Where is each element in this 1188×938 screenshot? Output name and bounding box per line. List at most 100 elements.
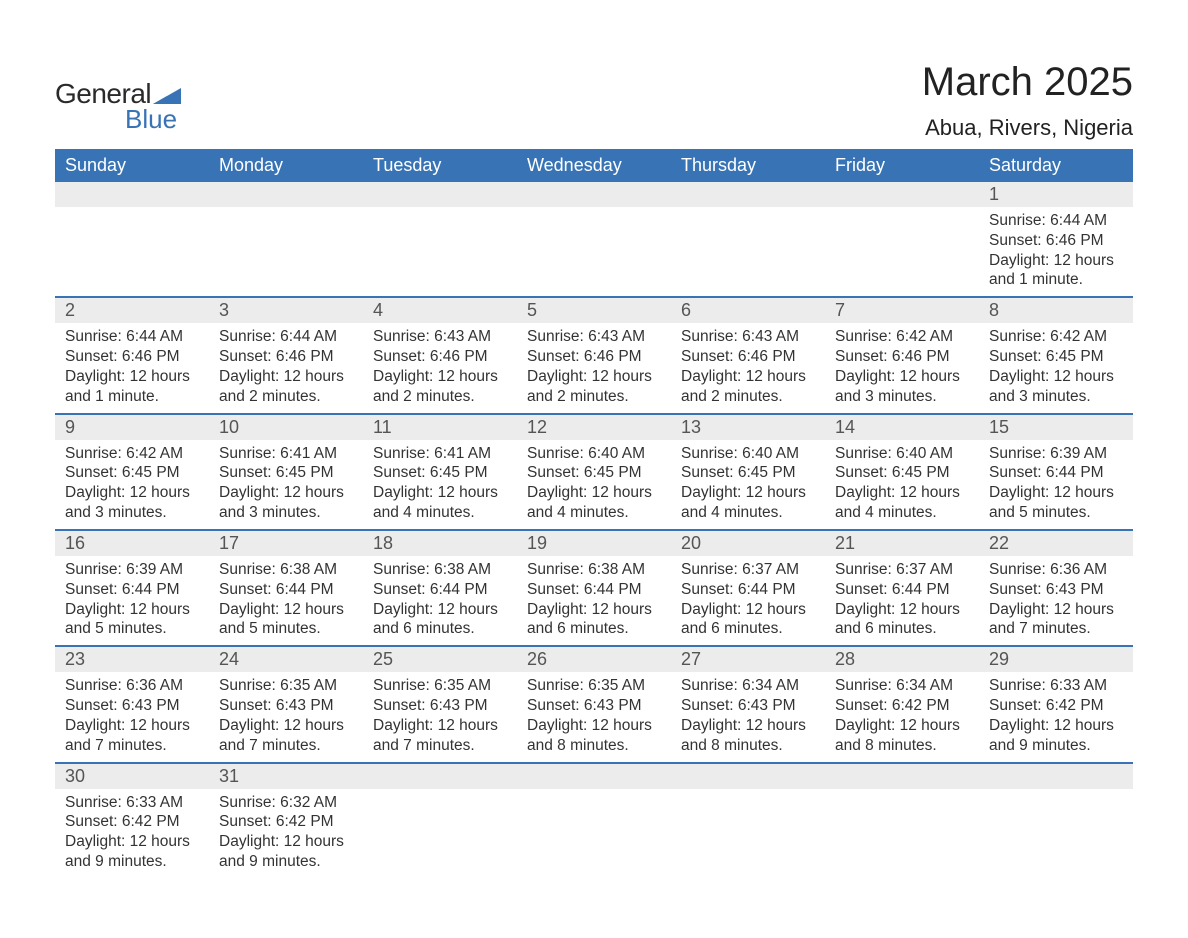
- day-number: 9: [55, 414, 209, 440]
- sunset-text: Sunset: 6:45 PM: [373, 463, 507, 483]
- day-body-row: Sunrise: 6:39 AMSunset: 6:44 PMDaylight:…: [55, 556, 1133, 646]
- daylight-text: Daylight: 12 hours and 6 minutes.: [681, 600, 815, 640]
- day-cell: Sunrise: 6:43 AMSunset: 6:46 PMDaylight:…: [517, 323, 671, 413]
- day-cell: Sunrise: 6:40 AMSunset: 6:45 PMDaylight:…: [517, 440, 671, 530]
- logo: General Blue: [55, 60, 181, 135]
- day-cell: Sunrise: 6:40 AMSunset: 6:45 PMDaylight:…: [825, 440, 979, 530]
- daylight-text: Daylight: 12 hours and 7 minutes.: [989, 600, 1123, 640]
- day-number: 22: [979, 530, 1133, 556]
- day-number: 4: [363, 297, 517, 323]
- sunset-text: Sunset: 6:42 PM: [219, 812, 353, 832]
- sunrise-text: Sunrise: 6:42 AM: [835, 327, 969, 347]
- day-number: 23: [55, 646, 209, 672]
- daylight-text: Daylight: 12 hours and 5 minutes.: [65, 600, 199, 640]
- day-number: 29: [979, 646, 1133, 672]
- sunrise-text: Sunrise: 6:42 AM: [65, 444, 199, 464]
- sunset-text: Sunset: 6:45 PM: [219, 463, 353, 483]
- daylight-text: Daylight: 12 hours and 2 minutes.: [527, 367, 661, 407]
- day-body-row: Sunrise: 6:36 AMSunset: 6:43 PMDaylight:…: [55, 672, 1133, 762]
- sunset-text: Sunset: 6:42 PM: [65, 812, 199, 832]
- day-number: [517, 182, 671, 207]
- day-cell: Sunrise: 6:38 AMSunset: 6:44 PMDaylight:…: [209, 556, 363, 646]
- sunset-text: Sunset: 6:46 PM: [835, 347, 969, 367]
- sunrise-text: Sunrise: 6:44 AM: [219, 327, 353, 347]
- sunrise-text: Sunrise: 6:44 AM: [65, 327, 199, 347]
- daylight-text: Daylight: 12 hours and 8 minutes.: [681, 716, 815, 756]
- weekday-header: Friday: [825, 149, 979, 182]
- daylight-text: Daylight: 12 hours and 5 minutes.: [219, 600, 353, 640]
- day-body-row: Sunrise: 6:33 AMSunset: 6:42 PMDaylight:…: [55, 789, 1133, 878]
- sunrise-text: Sunrise: 6:41 AM: [373, 444, 507, 464]
- sunrise-text: Sunrise: 6:43 AM: [373, 327, 507, 347]
- calendar-table: Sunday Monday Tuesday Wednesday Thursday…: [55, 149, 1133, 878]
- sunset-text: Sunset: 6:46 PM: [65, 347, 199, 367]
- daylight-text: Daylight: 12 hours and 8 minutes.: [527, 716, 661, 756]
- weekday-header: Thursday: [671, 149, 825, 182]
- sunrise-text: Sunrise: 6:33 AM: [989, 676, 1123, 696]
- weekday-header: Monday: [209, 149, 363, 182]
- day-cell: [517, 789, 671, 878]
- sunrise-text: Sunrise: 6:36 AM: [65, 676, 199, 696]
- day-number: [825, 182, 979, 207]
- day-cell: Sunrise: 6:35 AMSunset: 6:43 PMDaylight:…: [363, 672, 517, 762]
- day-number: 8: [979, 297, 1133, 323]
- daylight-text: Daylight: 12 hours and 7 minutes.: [219, 716, 353, 756]
- sunset-text: Sunset: 6:43 PM: [65, 696, 199, 716]
- day-cell: Sunrise: 6:36 AMSunset: 6:43 PMDaylight:…: [979, 556, 1133, 646]
- sunrise-text: Sunrise: 6:34 AM: [835, 676, 969, 696]
- weekday-header: Wednesday: [517, 149, 671, 182]
- daylight-text: Daylight: 12 hours and 4 minutes.: [373, 483, 507, 523]
- sunrise-text: Sunrise: 6:34 AM: [681, 676, 815, 696]
- daylight-text: Daylight: 12 hours and 9 minutes.: [989, 716, 1123, 756]
- sunset-text: Sunset: 6:43 PM: [527, 696, 661, 716]
- calendar-body: 1Sunrise: 6:44 AMSunset: 6:46 PMDaylight…: [55, 182, 1133, 878]
- day-cell: Sunrise: 6:42 AMSunset: 6:45 PMDaylight:…: [55, 440, 209, 530]
- sunset-text: Sunset: 6:44 PM: [835, 580, 969, 600]
- day-number: [209, 182, 363, 207]
- day-number: 25: [363, 646, 517, 672]
- location-text: Abua, Rivers, Nigeria: [922, 115, 1133, 141]
- sunset-text: Sunset: 6:46 PM: [681, 347, 815, 367]
- sunset-text: Sunset: 6:46 PM: [373, 347, 507, 367]
- day-number: [363, 182, 517, 207]
- sunrise-text: Sunrise: 6:38 AM: [219, 560, 353, 580]
- logo-text-blue: Blue: [125, 104, 177, 135]
- day-cell: Sunrise: 6:41 AMSunset: 6:45 PMDaylight:…: [363, 440, 517, 530]
- day-cell: Sunrise: 6:44 AMSunset: 6:46 PMDaylight:…: [979, 207, 1133, 297]
- day-cell: [825, 789, 979, 878]
- sunset-text: Sunset: 6:42 PM: [989, 696, 1123, 716]
- sunrise-text: Sunrise: 6:37 AM: [681, 560, 815, 580]
- sunrise-text: Sunrise: 6:41 AM: [219, 444, 353, 464]
- daylight-text: Daylight: 12 hours and 4 minutes.: [681, 483, 815, 523]
- day-number: 21: [825, 530, 979, 556]
- daylight-text: Daylight: 12 hours and 6 minutes.: [835, 600, 969, 640]
- sunset-text: Sunset: 6:42 PM: [835, 696, 969, 716]
- weekday-header-row: Sunday Monday Tuesday Wednesday Thursday…: [55, 149, 1133, 182]
- day-number-row: 23242526272829: [55, 646, 1133, 672]
- sunset-text: Sunset: 6:46 PM: [989, 231, 1123, 251]
- header: General Blue March 2025 Abua, Rivers, Ni…: [55, 60, 1133, 141]
- logo-triangle-icon: [153, 86, 181, 104]
- day-cell: [363, 207, 517, 297]
- day-number-row: 3031: [55, 763, 1133, 789]
- day-cell: [517, 207, 671, 297]
- sunset-text: Sunset: 6:45 PM: [835, 463, 969, 483]
- day-number: 5: [517, 297, 671, 323]
- daylight-text: Daylight: 12 hours and 3 minutes.: [65, 483, 199, 523]
- sunrise-text: Sunrise: 6:35 AM: [373, 676, 507, 696]
- sunset-text: Sunset: 6:44 PM: [373, 580, 507, 600]
- day-number: 13: [671, 414, 825, 440]
- sunset-text: Sunset: 6:46 PM: [219, 347, 353, 367]
- day-number: 7: [825, 297, 979, 323]
- day-cell: Sunrise: 6:33 AMSunset: 6:42 PMDaylight:…: [55, 789, 209, 878]
- daylight-text: Daylight: 12 hours and 9 minutes.: [219, 832, 353, 872]
- day-number: 30: [55, 763, 209, 789]
- day-cell: Sunrise: 6:43 AMSunset: 6:46 PMDaylight:…: [671, 323, 825, 413]
- daylight-text: Daylight: 12 hours and 3 minutes.: [219, 483, 353, 523]
- day-cell: Sunrise: 6:42 AMSunset: 6:46 PMDaylight:…: [825, 323, 979, 413]
- day-number: 11: [363, 414, 517, 440]
- sunrise-text: Sunrise: 6:37 AM: [835, 560, 969, 580]
- sunrise-text: Sunrise: 6:39 AM: [65, 560, 199, 580]
- day-number: [363, 763, 517, 789]
- page-title: March 2025: [922, 60, 1133, 105]
